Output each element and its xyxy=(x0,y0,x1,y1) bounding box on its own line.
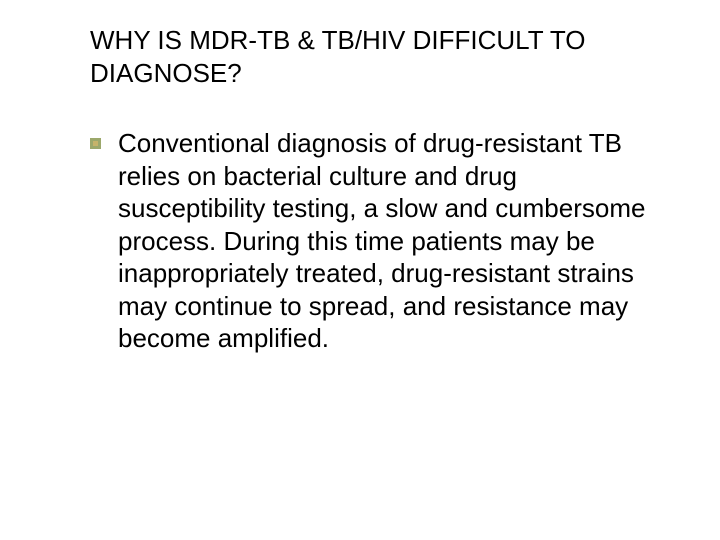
slide-body-text: Conventional diagnosis of drug-resistant… xyxy=(118,127,660,355)
bullet-inner xyxy=(93,141,98,146)
slide: WHY IS MDR-TB & TB/HIV DIFFICULT TO DIAG… xyxy=(0,0,720,540)
bullet-icon xyxy=(90,138,101,149)
body-block: Conventional diagnosis of drug-resistant… xyxy=(90,127,660,355)
slide-title: WHY IS MDR-TB & TB/HIV DIFFICULT TO DIAG… xyxy=(90,24,660,89)
